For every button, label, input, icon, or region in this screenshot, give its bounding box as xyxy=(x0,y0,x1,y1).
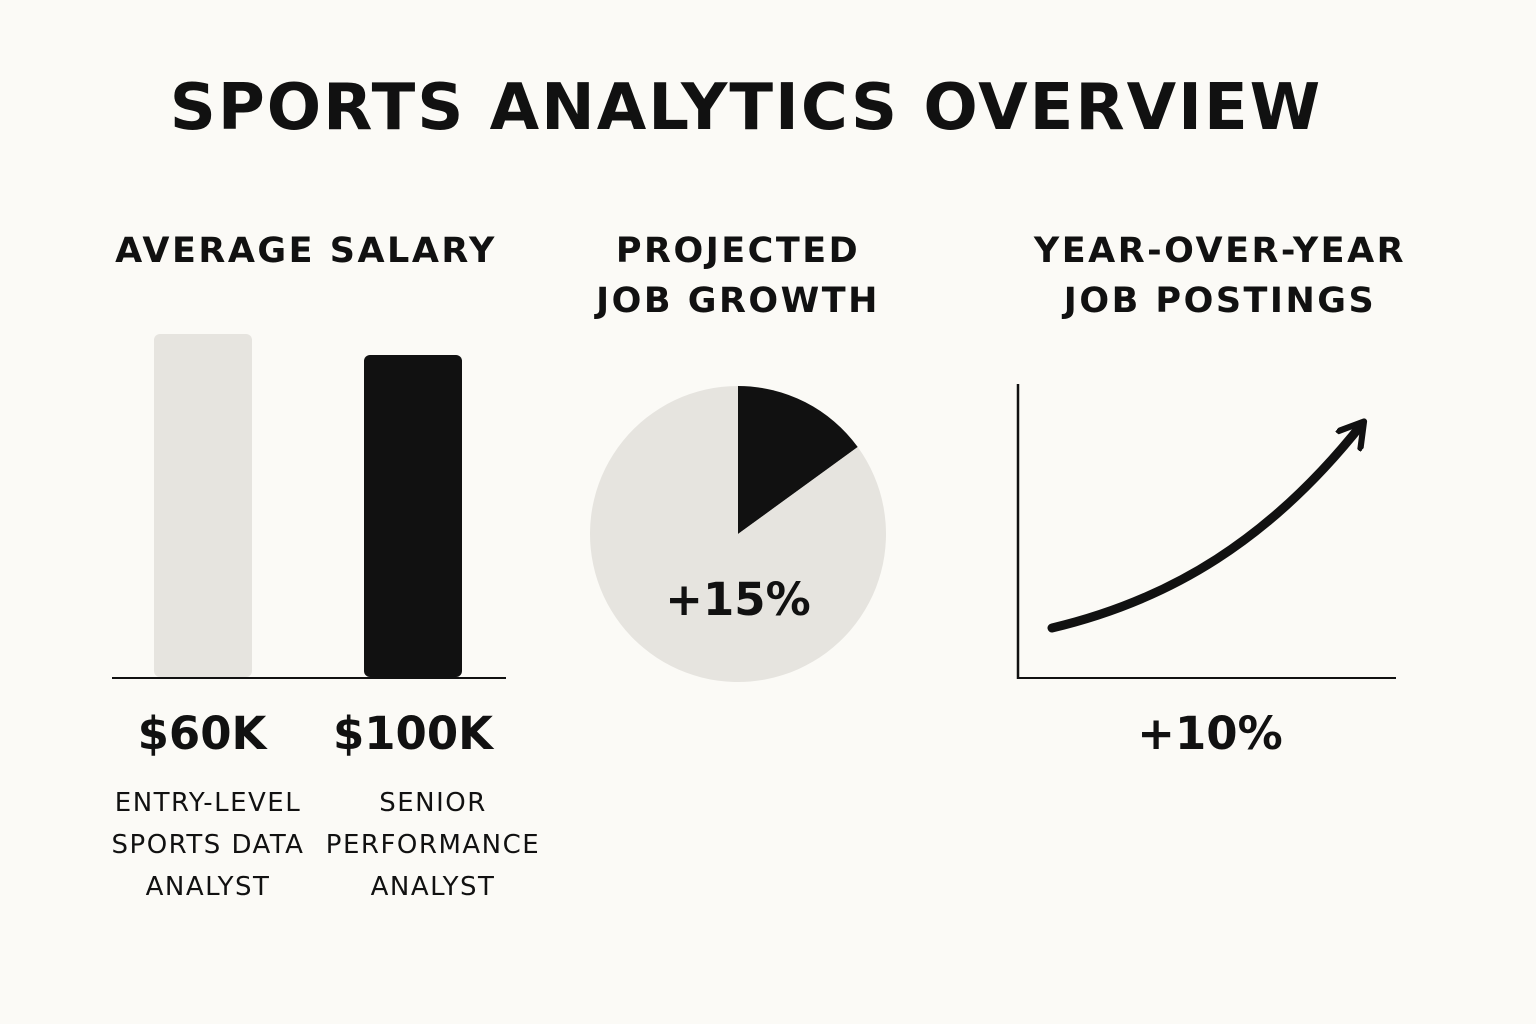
growth-title-line-2: JOB GROWTH xyxy=(596,281,880,321)
senior-salary-value: $100K xyxy=(332,707,494,760)
role-label-line: PERFORMANCE xyxy=(325,830,541,860)
salary-bars xyxy=(154,334,462,677)
page-title: SPORTS ANALYTICS OVERVIEW xyxy=(169,71,1323,145)
role-label-line: SENIOR xyxy=(379,788,487,818)
entry-level-role-label: ENTRY-LEVEL SPORTS DATA ANALYST xyxy=(96,782,320,908)
growth-pie-slice-highlight xyxy=(738,386,858,534)
postings-trend-arrow xyxy=(1047,424,1362,633)
growth-pie-slice-remainder xyxy=(590,386,886,683)
postings-title-line-1: YEAR-OVER-YEAR xyxy=(1033,231,1407,271)
entry-level-salary-bar xyxy=(154,334,252,677)
growth-title-line-1: PROJECTED xyxy=(615,231,861,271)
postings-title-line-2: JOB POSTINGS xyxy=(1063,281,1377,321)
salary-chart-title: AVERAGE SALARY xyxy=(115,231,497,271)
entry-level-salary-value: $60K xyxy=(137,707,267,760)
senior-role-label: SENIOR PERFORMANCE ANALYST xyxy=(310,782,556,908)
role-label-line: SPORTS DATA xyxy=(111,830,305,860)
senior-salary-bar xyxy=(364,355,462,677)
postings-value-label: +10% xyxy=(1137,707,1283,760)
growth-pie xyxy=(590,386,886,683)
role-label-line: ANALYST xyxy=(370,872,496,902)
postings-chart-title: YEAR-OVER-YEAR JOB POSTINGS xyxy=(1000,226,1440,326)
growth-chart-title: PROJECTED JOB GROWTH xyxy=(560,226,916,326)
role-label-line: ENTRY-LEVEL xyxy=(114,788,302,818)
growth-value-label: +15% xyxy=(665,573,811,626)
role-label-line: ANALYST xyxy=(145,872,271,902)
